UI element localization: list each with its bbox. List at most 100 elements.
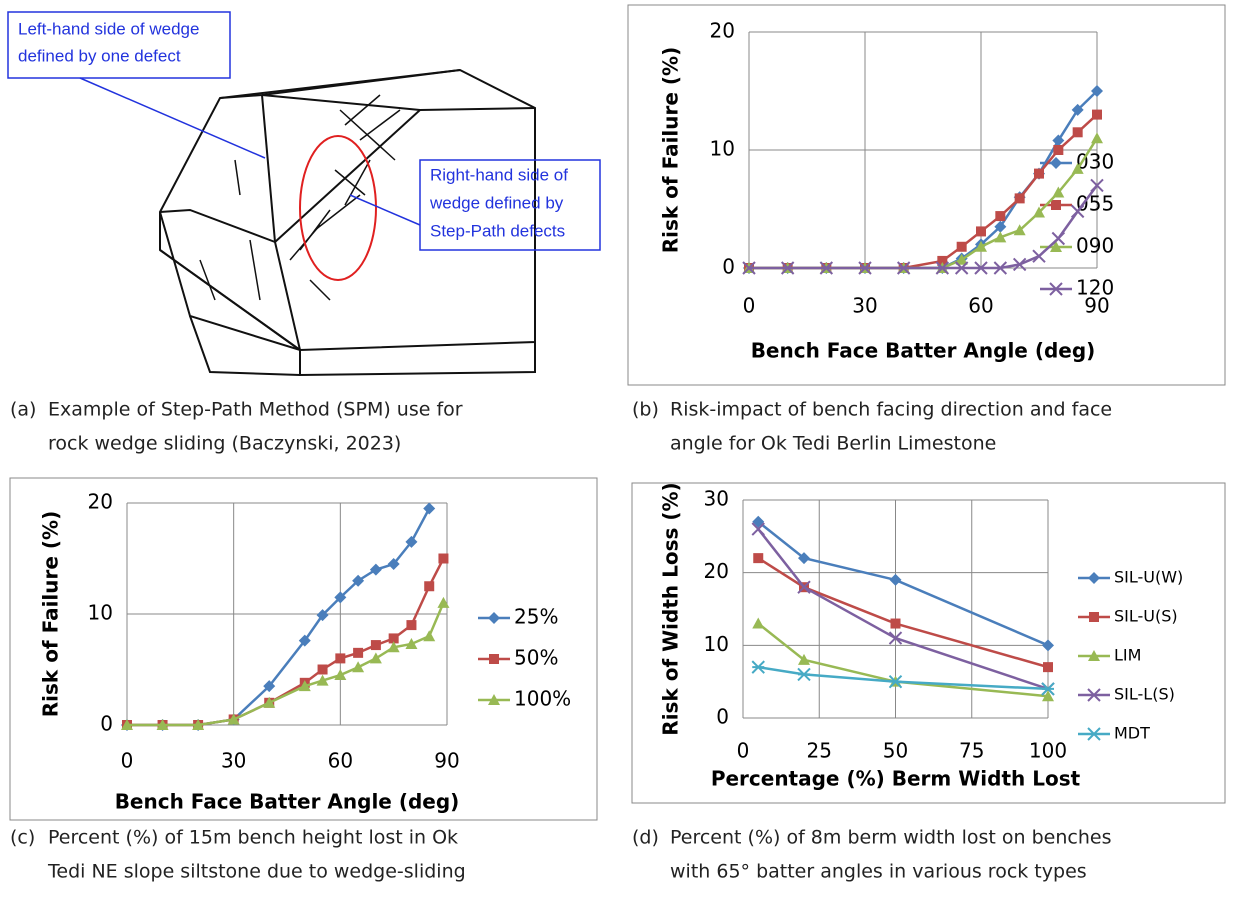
point <box>369 652 382 664</box>
legend-marker <box>1050 241 1062 252</box>
point <box>335 653 346 664</box>
point <box>994 231 1007 243</box>
diagram-label: Step-Path defects <box>430 221 565 240</box>
series-line <box>758 665 1049 691</box>
point <box>955 253 968 265</box>
point <box>797 580 811 594</box>
series-line <box>757 520 1049 647</box>
point <box>1071 103 1084 116</box>
point <box>1032 249 1046 263</box>
y-tick-label: 20 <box>88 490 113 514</box>
chart-frame <box>9 477 598 821</box>
point <box>742 261 756 275</box>
caption-label: (a) <box>10 399 36 421</box>
caption-label: (d) <box>632 827 659 849</box>
caption-line: angle for Ok Tedi Berlin Limestone <box>670 433 996 455</box>
y-axis-title: Risk of Failure (%) <box>39 511 63 717</box>
point <box>1042 690 1054 702</box>
point <box>370 640 381 651</box>
diagram-label: defined by one defect <box>18 46 181 65</box>
legend-marker <box>1051 200 1061 210</box>
legend-label: 120 <box>1076 276 1114 300</box>
wedge-diagram <box>7 11 601 377</box>
point <box>406 620 417 631</box>
point <box>437 596 450 608</box>
series-line <box>127 507 431 727</box>
point <box>935 261 950 275</box>
point <box>263 680 276 693</box>
x-tick-label: 50 <box>883 739 908 763</box>
x-tick-label: 60 <box>328 749 353 773</box>
point <box>797 667 811 682</box>
point <box>956 241 967 252</box>
point <box>423 502 436 515</box>
legend-marker <box>1088 650 1100 661</box>
point <box>995 211 1006 222</box>
y-tick-label: 20 <box>710 19 735 43</box>
point <box>858 261 872 275</box>
point <box>798 653 810 665</box>
caption-line: Tedi NE slope siltstone due to wedge-sli… <box>47 861 466 883</box>
y-axis-title: Risk of Failure (%) <box>659 47 683 253</box>
point <box>298 680 311 692</box>
point <box>798 552 810 565</box>
point <box>1072 127 1083 138</box>
point <box>387 641 400 653</box>
point <box>121 719 133 730</box>
chart-frame <box>631 482 1226 804</box>
legend-marker <box>1089 612 1099 622</box>
x-tick-label: 100 <box>1029 739 1067 763</box>
y-tick-label: 10 <box>710 137 735 161</box>
point <box>1012 257 1027 272</box>
caption-label: (c) <box>10 827 35 849</box>
legend-label: 055 <box>1076 192 1114 216</box>
point <box>888 631 903 645</box>
caption-label: (b) <box>632 399 659 421</box>
legend-marker <box>1087 688 1101 702</box>
point <box>896 261 911 275</box>
point <box>974 261 988 275</box>
point <box>405 637 418 649</box>
point <box>819 261 834 275</box>
diagram-label: wedge defined by <box>429 193 564 212</box>
point <box>405 535 418 548</box>
legend-marker <box>488 612 500 624</box>
point <box>1052 134 1065 147</box>
x-tick-label: 75 <box>959 739 984 763</box>
legend-label: 25% <box>514 605 558 629</box>
point <box>751 660 765 674</box>
legend-label: 100% <box>514 687 571 711</box>
point <box>888 674 903 689</box>
point <box>369 563 382 576</box>
series-line <box>757 528 1049 691</box>
point <box>334 669 347 681</box>
legend-label: MDT <box>1114 724 1150 743</box>
point <box>937 255 948 266</box>
point <box>1041 682 1055 696</box>
x-tick-label: 0 <box>737 739 750 763</box>
legend-label: SIL-L(S) <box>1114 685 1175 704</box>
series-line <box>757 557 1049 669</box>
point <box>424 581 435 592</box>
point <box>263 696 276 708</box>
point <box>352 661 365 673</box>
legend-label: 090 <box>1076 234 1114 258</box>
point <box>316 609 329 622</box>
point <box>780 261 795 275</box>
legend-label: LIM <box>1114 646 1141 665</box>
point <box>1014 193 1025 204</box>
point <box>1034 168 1044 179</box>
point <box>1091 132 1103 144</box>
caption-line: rock wedge sliding (Baczynski, 2023) <box>48 433 401 455</box>
x-tick-label: 90 <box>1084 294 1109 318</box>
x-tick-label: 90 <box>434 749 459 773</box>
y-tick-label: 0 <box>716 705 729 729</box>
point <box>1043 662 1053 673</box>
x-axis-title: Percentage (%) Berm Width Lost <box>711 767 1081 791</box>
point <box>1053 145 1064 155</box>
y-axis-title: Risk of Width Loss (%) <box>659 482 683 735</box>
point <box>1033 206 1045 218</box>
caption-line: Percent (%) of 15m bench height lost in … <box>48 827 458 849</box>
point <box>438 553 449 564</box>
